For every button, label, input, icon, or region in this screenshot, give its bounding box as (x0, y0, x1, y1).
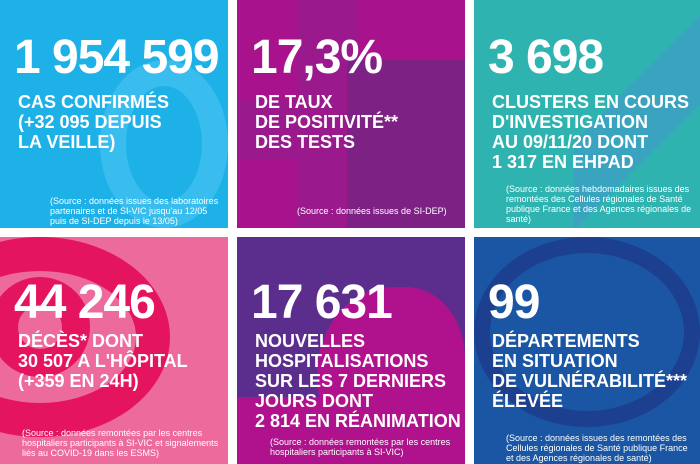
tile-hospitalisations: 17 631 NOUVELLES HOSPITALISATIONS SUR LES … (237, 237, 465, 464)
source-note: (Source : données issues de SI-DEP) (297, 206, 447, 216)
background-decoration (347, 60, 465, 228)
tile-deaths: 44 246 DÉCÈS* DONT 30 507 A L'HÔPITAL (+35… (0, 237, 228, 464)
stat-label: CLUSTERS EN COURS D'INVESTIGATION AU 09/11… (492, 92, 690, 172)
stat-label: NOUVELLES HOSPITALISATIONS SUR LES 7 DERNI… (255, 331, 461, 431)
stat-label: DÉCÈS* DONT 30 507 A L'HÔPITAL (+359 EN 24… (18, 331, 188, 391)
source-note: (Source : données remontées par les cent… (270, 437, 451, 457)
stat-value: 17 631 (251, 276, 393, 329)
blob-decoration (237, 397, 465, 464)
tile-positivity-rate: 17,3% DE TAUX DE POSITIVITÉ** DES TESTS (S… (237, 0, 465, 228)
stat-label: CAS CONFIRMÉS (+32 095 DEPUIS LA VEILLE) (18, 92, 170, 152)
source-note: (Source : données issues des remontées d… (506, 433, 688, 463)
stat-label: DÉPARTEMENTS EN SITUATION DE VULNÉRABILITÉ… (492, 331, 688, 411)
stat-value: 1 954 599 (14, 31, 220, 84)
arrow-decoration (574, 0, 700, 228)
tile-departments: 99 DÉPARTEMENTS EN SITUATION DE VULNÉRABIL… (474, 237, 700, 464)
stat-value: 99 (488, 276, 540, 329)
source-note: (Source : données hebdomadaires issues d… (506, 184, 692, 224)
stat-value: 44 246 (14, 276, 156, 329)
tile-confirmed-cases: 1 954 599 CAS CONFIRMÉS (+32 095 DEPUIS LA… (0, 0, 228, 228)
source-note: (Source : données remontées par les cent… (22, 428, 219, 458)
tile-clusters: 3 698 CLUSTERS EN COURS D'INVESTIGATION AU… (474, 0, 700, 228)
stat-label: DE TAUX DE POSITIVITÉ** DES TESTS (255, 92, 399, 152)
source-note: (Source : données issues des laboratoire… (50, 196, 219, 226)
stat-value: 3 698 (488, 31, 604, 84)
stat-value: 17,3% (251, 31, 383, 84)
